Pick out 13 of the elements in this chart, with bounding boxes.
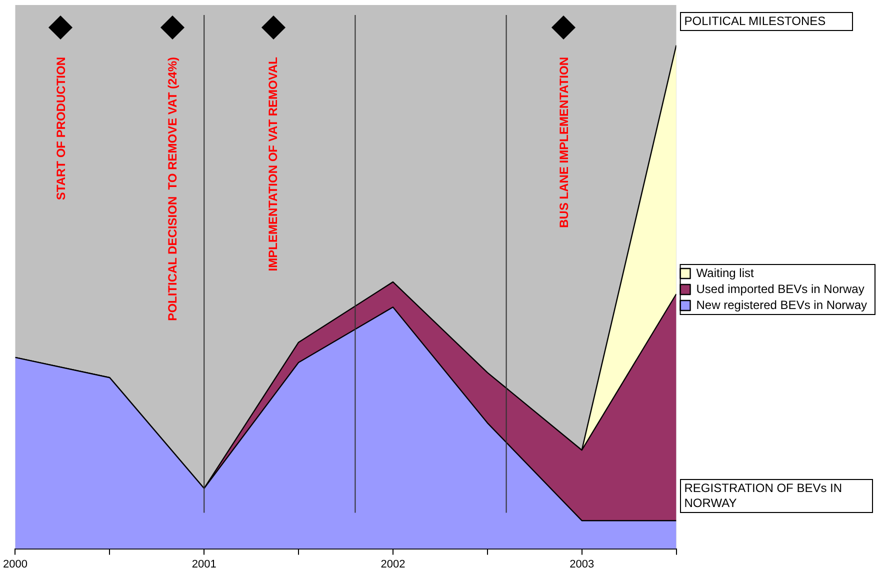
x-tick-label: 2000	[2, 558, 28, 570]
annotation: START OF PRODUCTION	[54, 57, 68, 200]
annotation: IMPLEMENTATION OF VAT REMOVAL	[266, 57, 280, 272]
text: REGISTRATION OF BEVs IN NORWAY	[680, 478, 874, 513]
x-tick-label: 2002	[380, 558, 406, 570]
x-tick-label: 2001	[192, 558, 216, 570]
text: POLITICAL MILESTONES	[680, 12, 854, 31]
x-tick-label: 2003	[570, 558, 594, 570]
legend-label: Waiting list	[696, 266, 755, 280]
legend-label: New registered BEVs in Norway	[696, 298, 868, 312]
legend-label: Used imported BEVs in Norway	[696, 282, 864, 296]
annotation: BUS LANE IMPLEMENTATION	[556, 57, 571, 228]
annotation: POLITICAL DECISION TO REMOVE VAT (24%)	[166, 57, 180, 321]
